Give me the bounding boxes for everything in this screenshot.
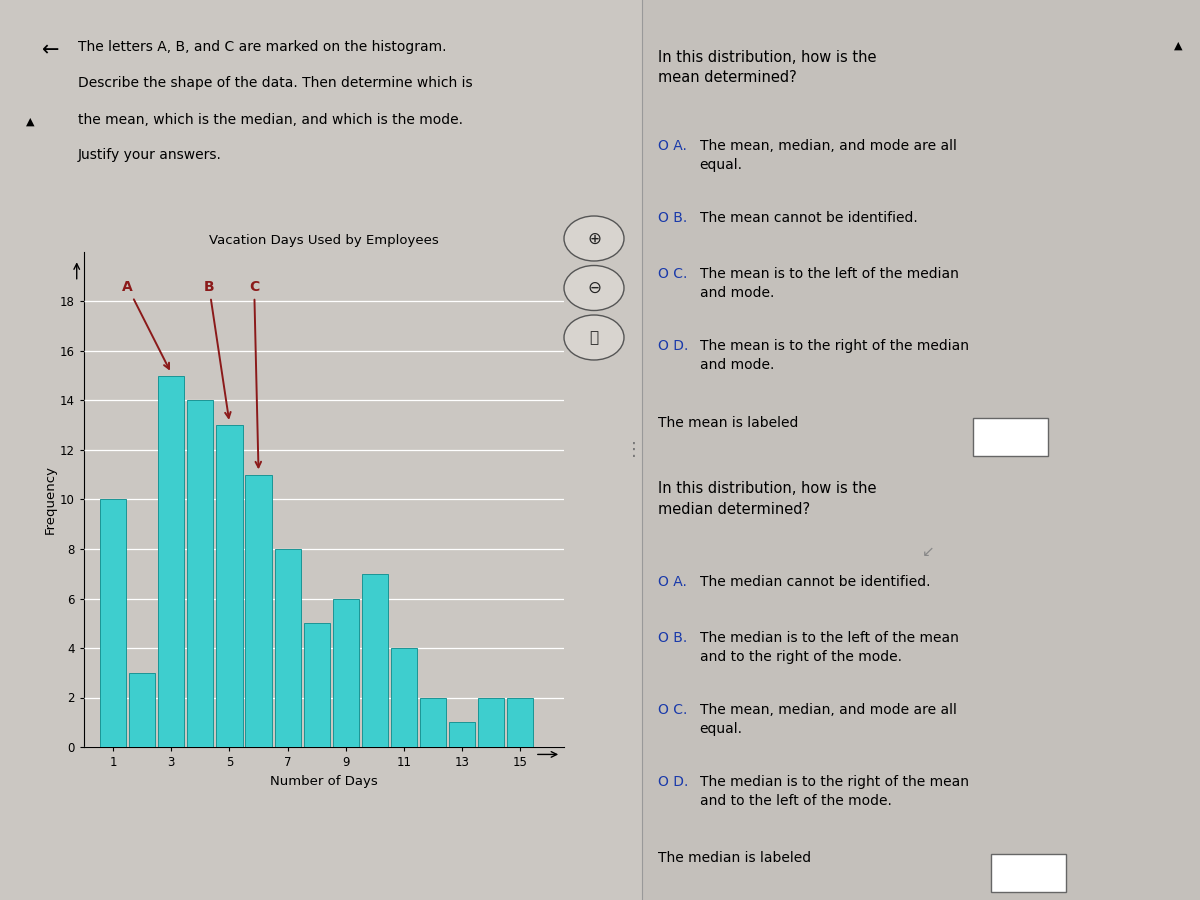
- Bar: [362, 574, 388, 747]
- Bar: [246, 474, 271, 747]
- Bar: [304, 623, 330, 747]
- Text: ▲: ▲: [26, 117, 35, 127]
- Bar: [420, 698, 446, 747]
- Text: ▼: ▼: [1020, 432, 1028, 443]
- Text: The mean is labeled: The mean is labeled: [658, 416, 798, 430]
- Text: ▼: ▼: [1038, 868, 1046, 878]
- Text: O B.: O B.: [658, 631, 686, 645]
- Bar: [332, 598, 359, 747]
- Bar: [130, 672, 155, 747]
- Text: O C.: O C.: [658, 703, 686, 717]
- Text: ⊕: ⊕: [587, 230, 601, 248]
- Text: O D.: O D.: [658, 775, 688, 789]
- Text: The mean cannot be identified.: The mean cannot be identified.: [700, 212, 917, 226]
- Bar: [100, 500, 126, 747]
- Text: O A.: O A.: [658, 140, 686, 154]
- Text: B: B: [204, 280, 230, 418]
- Text: ←: ←: [42, 40, 60, 60]
- Bar: [478, 698, 504, 747]
- Text: C: C: [250, 280, 262, 467]
- Text: ⧉: ⧉: [589, 330, 599, 345]
- Bar: [216, 425, 242, 747]
- Bar: [391, 648, 418, 747]
- Text: A: A: [122, 280, 169, 369]
- Text: In this distribution, how is the
median determined?: In this distribution, how is the median …: [658, 481, 876, 517]
- Text: Justify your answers.: Justify your answers.: [78, 148, 222, 163]
- Bar: [158, 375, 185, 747]
- Text: The mean is to the right of the median
and mode.: The mean is to the right of the median a…: [700, 339, 968, 373]
- Text: O A.: O A.: [658, 575, 686, 590]
- Text: ⋮: ⋮: [625, 441, 643, 459]
- Y-axis label: Frequency: Frequency: [44, 465, 58, 534]
- Text: ⊖: ⊖: [587, 279, 601, 297]
- Text: The mean, median, and mode are all
equal.: The mean, median, and mode are all equal…: [700, 140, 956, 173]
- X-axis label: Number of Days: Number of Days: [270, 775, 378, 788]
- Text: The median is to the left of the mean
and to the right of the mode.: The median is to the left of the mean an…: [700, 631, 959, 664]
- Text: O D.: O D.: [658, 339, 688, 354]
- Text: The mean, median, and mode are all
equal.: The mean, median, and mode are all equal…: [700, 703, 956, 736]
- Text: In this distribution, how is the
mean determined?: In this distribution, how is the mean de…: [658, 50, 876, 86]
- Text: Describe the shape of the data. Then determine which is: Describe the shape of the data. Then det…: [78, 76, 473, 91]
- Text: The median is to the right of the mean
and to the left of the mode.: The median is to the right of the mean a…: [700, 775, 968, 808]
- Title: Vacation Days Used by Employees: Vacation Days Used by Employees: [209, 234, 439, 247]
- Text: The letters A, B, and C are marked on the histogram.: The letters A, B, and C are marked on th…: [78, 40, 446, 55]
- Bar: [275, 549, 301, 747]
- Text: The median is labeled: The median is labeled: [658, 851, 811, 866]
- Text: ↙: ↙: [922, 544, 935, 559]
- Text: O B.: O B.: [658, 212, 686, 226]
- Text: O C.: O C.: [658, 267, 686, 282]
- Text: ▲: ▲: [1174, 40, 1182, 50]
- Bar: [508, 698, 534, 747]
- Text: the mean, which is the median, and which is the mode.: the mean, which is the median, and which…: [78, 112, 463, 127]
- Text: The mean is to the left of the median
and mode.: The mean is to the left of the median an…: [700, 267, 959, 301]
- Text: The median cannot be identified.: The median cannot be identified.: [700, 575, 930, 590]
- Bar: [187, 400, 214, 747]
- Bar: [449, 722, 475, 747]
